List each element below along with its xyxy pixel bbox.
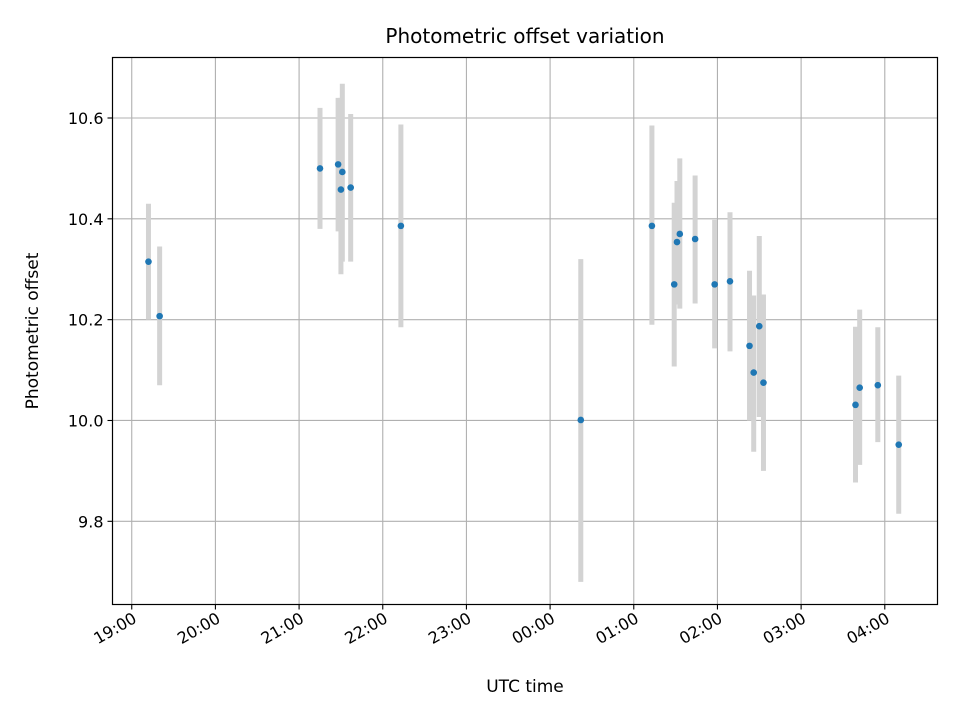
data-point [577,416,585,424]
data-point [670,281,678,288]
plot-frame [111,56,939,606]
data-point [316,165,324,172]
y-tick-label: 9.8 [78,512,103,531]
data-point [760,379,767,386]
data-point [691,235,699,243]
data-point [156,312,163,320]
data-point [673,238,681,246]
data-point [339,168,346,176]
data-point [648,222,656,230]
data-point [334,161,342,168]
data-point [852,401,859,409]
data-point [397,222,405,230]
data-point [145,258,152,265]
y-tick-label: 10.6 [68,109,104,128]
data-points [145,161,903,448]
y-tick-label: 10.4 [68,210,104,229]
y-tick-label: 10.2 [68,311,104,330]
data-point [746,342,753,350]
data-point [711,281,718,288]
data-point [337,186,345,193]
data-point [874,381,882,389]
grid [112,57,938,605]
y-axis-label: Photometric offset [23,252,43,409]
data-point [755,322,763,330]
x-axis-label: UTC time [486,677,564,697]
data-point [856,384,863,392]
data-point [895,441,903,448]
data-point [347,184,354,191]
data-point [676,230,684,238]
y-tick-label: 10.0 [68,411,104,430]
data-point [726,278,734,285]
chart-title: Photometric offset variation [385,24,664,48]
data-point [750,369,758,376]
